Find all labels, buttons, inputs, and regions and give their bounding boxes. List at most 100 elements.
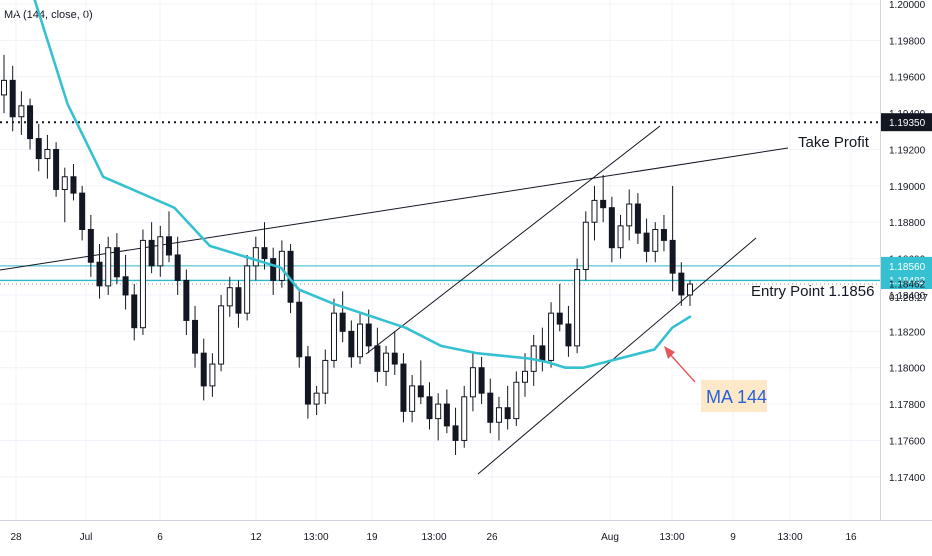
- entry-point-label: Entry Point 1.1856: [751, 283, 874, 300]
- ma-144-line: [33, 0, 692, 370]
- channel-upper-line[interactable]: [365, 125, 661, 355]
- candle-body: [18, 105, 25, 118]
- candle-body: [218, 305, 225, 365]
- candle-body: [304, 356, 311, 405]
- candle-body: [244, 265, 251, 314]
- candle-body: [600, 199, 607, 209]
- candle-body: [183, 279, 190, 321]
- candle-body: [226, 287, 233, 307]
- candle-body: [435, 403, 442, 420]
- candle-body: [374, 345, 381, 372]
- candle-body: [652, 228, 659, 252]
- candle-body: [252, 247, 259, 267]
- resistance-trendline[interactable]: [0, 147, 789, 271]
- candle-body: [565, 323, 572, 347]
- price-tick-label: 1.18000: [889, 364, 926, 375]
- candle-body: [313, 392, 320, 405]
- candle-body: [556, 312, 563, 325]
- candle-body: [113, 247, 120, 278]
- candle-body: [96, 261, 103, 287]
- candle-body: [634, 203, 641, 234]
- candle-body: [70, 176, 77, 194]
- candles: [1, 54, 693, 455]
- price-badge: 1.18560: [889, 262, 926, 273]
- price-badge: 1.18462: [889, 280, 926, 291]
- candle-body: [131, 294, 138, 329]
- candle-body: [678, 272, 685, 296]
- candle-body: [339, 312, 346, 332]
- candle-body: [261, 247, 268, 260]
- candle-body: [139, 239, 146, 329]
- price-tick-label: 1.18200: [889, 327, 926, 338]
- price-tick-label: 1.18800: [889, 218, 926, 229]
- time-axis[interactable]: 28 Jul 6 12 13:00 19 13:00 26 Aug 13:00 9 13:00 16: [0, 520, 932, 551]
- price-axis[interactable]: 1.200001.198001.196001.194001.192001.190…: [880, 0, 932, 528]
- candle-body: [105, 247, 112, 287]
- candle-body: [513, 381, 520, 420]
- candle-body: [209, 363, 216, 387]
- candle-body: [122, 276, 129, 296]
- candle-body: [383, 352, 390, 372]
- price-tick-label: 1.20000: [889, 0, 926, 11]
- candle-body: [87, 228, 94, 263]
- candle-body: [365, 323, 372, 347]
- time-tick-label: 16: [845, 532, 857, 543]
- candle-body: [400, 363, 407, 412]
- candle-body: [426, 396, 433, 420]
- candle-body: [687, 283, 693, 296]
- candle-body: [53, 148, 60, 190]
- candle-body: [461, 396, 468, 441]
- time-tick-label: 12: [250, 532, 262, 543]
- candle-body: [278, 250, 285, 281]
- candle-body: [61, 176, 68, 190]
- time-tick-label: 26: [486, 532, 498, 543]
- candle-body: [322, 359, 329, 394]
- candle-body: [591, 199, 598, 223]
- price-tick-label: 1.17800: [889, 400, 926, 411]
- candle-body: [522, 370, 529, 383]
- candle-body: [44, 148, 51, 160]
- candle-body: [548, 312, 555, 361]
- candle-body: [200, 352, 207, 387]
- candle-body: [487, 392, 494, 423]
- channel-lower-line[interactable]: [477, 237, 757, 475]
- candle-body: [270, 258, 277, 281]
- candle-body: [443, 403, 450, 427]
- indicator-label: MA (144, close, 0): [4, 9, 93, 21]
- candle-body: [157, 236, 164, 267]
- candle-body: [35, 138, 42, 160]
- candle-body: [478, 367, 485, 394]
- candle-body: [643, 232, 650, 252]
- price-badge: 01:28:27: [889, 293, 928, 304]
- candle-body: [626, 203, 633, 227]
- price-badge-bg: [881, 113, 932, 132]
- time-tick-label: 13:00: [421, 532, 446, 543]
- candle-body: [9, 79, 16, 118]
- grid: [0, 0, 880, 520]
- take-profit-label: Take Profit: [798, 134, 870, 151]
- time-tick-label: 13:00: [303, 532, 328, 543]
- price-tick-label: 1.17400: [889, 473, 926, 484]
- candle-body: [574, 269, 581, 347]
- candle-body: [235, 287, 242, 314]
- ma-arrow: [664, 346, 696, 383]
- candle-body: [1, 79, 7, 96]
- arrow-head: [664, 346, 675, 359]
- time-tick-label: 28: [10, 532, 22, 543]
- candle-body: [330, 312, 337, 361]
- candle-body: [296, 301, 303, 358]
- time-tick-label: 19: [366, 532, 378, 543]
- candle-body: [504, 407, 511, 420]
- arrow-shaft: [667, 351, 696, 383]
- candle-body: [469, 367, 476, 398]
- candle-body: [582, 221, 589, 271]
- price-badge-bg: [881, 256, 932, 275]
- candle-body: [27, 105, 34, 140]
- time-axis-svg: 28 Jul 6 12 13:00 19 13:00 26 Aug 13:00 9 13:00 16: [10, 532, 857, 543]
- candle-body: [409, 385, 416, 412]
- price-tick-label: 1.19600: [889, 73, 926, 84]
- candle-body: [174, 254, 181, 281]
- candle-body: [357, 323, 364, 358]
- candle-body: [495, 407, 502, 423]
